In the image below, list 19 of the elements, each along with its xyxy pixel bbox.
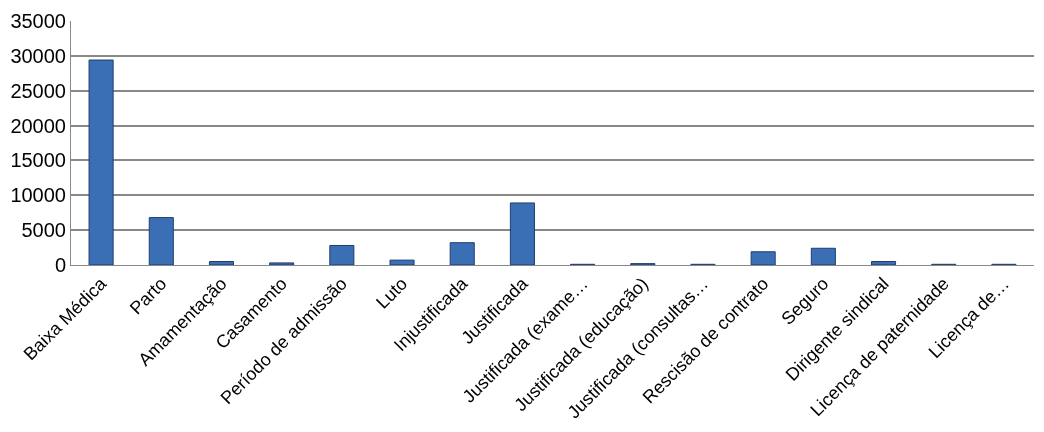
y-tick-label: 20000 <box>10 114 66 137</box>
y-tick-label: 35000 <box>10 10 66 32</box>
y-tick-label: 15000 <box>10 149 66 172</box>
bar <box>389 259 415 265</box>
bar <box>449 242 475 265</box>
bar <box>870 261 897 265</box>
bar <box>509 202 535 265</box>
bar <box>750 251 776 265</box>
bar <box>148 217 174 265</box>
y-tick-label: 25000 <box>10 79 66 102</box>
y-tick-label: 30000 <box>10 44 66 67</box>
bar <box>88 59 114 265</box>
bar <box>269 262 295 265</box>
y-tick-label: 10000 <box>10 184 66 207</box>
bar <box>208 261 235 265</box>
bar <box>329 244 355 265</box>
y-tick-label: 0 <box>54 254 66 276</box>
y-tick-label: 5000 <box>21 219 66 242</box>
bar <box>810 247 836 265</box>
